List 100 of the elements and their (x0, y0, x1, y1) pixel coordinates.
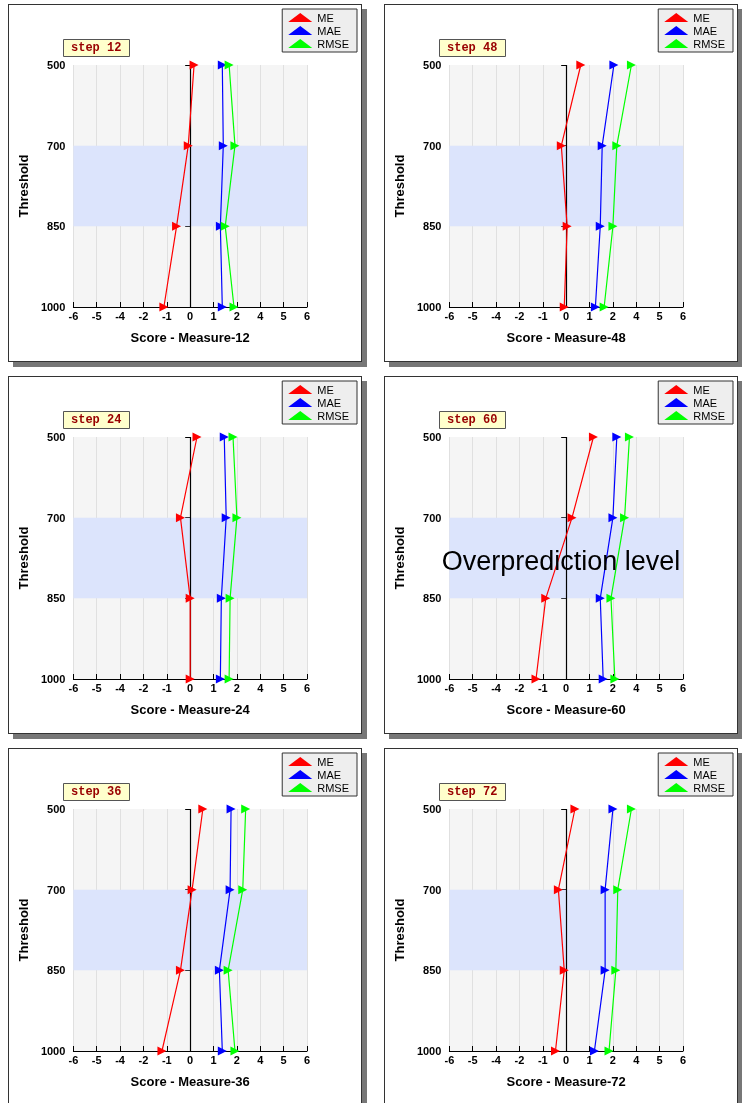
x-tick-label: 2 (233, 681, 240, 694)
x-tick-label: 4 (257, 309, 265, 322)
x-tick-label: -1 (537, 309, 548, 322)
x-tick-label: 6 (679, 681, 687, 694)
y-tick-label: 850 (423, 964, 442, 977)
legend-label: ME (693, 755, 710, 768)
x-tick-label: -2 (138, 309, 149, 322)
point (550, 1046, 560, 1056)
point (238, 885, 248, 895)
x-tick-label: 5 (280, 1053, 287, 1066)
point (589, 1046, 599, 1056)
y-tick-label: 500 (423, 431, 442, 443)
chart-title: step 72 (447, 785, 498, 799)
x-axis-title: Score - Measure-60 (506, 702, 626, 717)
x-tick-label: 5 (280, 309, 287, 322)
x-tick-label: -1 (537, 681, 548, 694)
y-tick-label: 1000 (40, 673, 66, 685)
point (224, 674, 234, 684)
point (224, 60, 234, 70)
x-tick-label: 2 (233, 309, 240, 322)
point (172, 221, 182, 231)
legend-label: ME (317, 11, 334, 24)
point (189, 60, 199, 70)
y-tick-label: 1000 (40, 301, 66, 313)
chart-title: step 48 (447, 41, 498, 55)
x-tick-label: -5 (91, 1053, 102, 1066)
point (217, 1046, 227, 1056)
x-tick-label: -2 (514, 309, 525, 322)
y-axis-title: Threshold (392, 898, 407, 962)
y-tick-label: 850 (47, 592, 66, 605)
x-tick-label: -4 (115, 1053, 126, 1066)
point (198, 804, 208, 814)
x-axis-title: Score - Measure-12 (130, 330, 250, 345)
point (229, 302, 239, 312)
y-tick-label: 850 (423, 220, 442, 233)
legend-label: MAE (317, 768, 342, 781)
x-tick-label: -6 (68, 681, 79, 694)
y-tick-label: 700 (47, 883, 66, 896)
x-tick-label: -6 (444, 1053, 455, 1066)
point (175, 965, 185, 975)
chart-title: step 12 (71, 41, 122, 55)
x-tick-label: 6 (303, 681, 311, 694)
x-tick-label: 4 (633, 1053, 641, 1066)
point (613, 885, 623, 895)
legend-label: RMSE (693, 37, 725, 50)
x-tick-label: -4 (491, 681, 502, 694)
chart-title: step 36 (71, 785, 122, 799)
point (570, 804, 580, 814)
x-tick-label: 4 (633, 681, 641, 694)
x-tick-label: 5 (656, 309, 663, 322)
point (609, 60, 619, 70)
y-tick-label: 500 (47, 803, 66, 815)
y-axis-title: Threshold (16, 898, 31, 962)
y-tick-label: 850 (47, 220, 66, 233)
x-tick-label: -1 (161, 681, 172, 694)
x-tick-label: 6 (303, 309, 311, 322)
x-tick-label: 1 (210, 309, 217, 322)
point (606, 593, 616, 603)
x-tick-label: 0 (563, 1053, 570, 1066)
point (590, 302, 600, 312)
x-axis-title: Score - Measure-36 (130, 1074, 250, 1089)
legend-label: RMSE (317, 781, 349, 794)
legend-label: RMSE (693, 781, 725, 794)
y-tick-label: 850 (423, 592, 442, 605)
x-tick-label: 4 (257, 1053, 265, 1066)
point (624, 432, 634, 442)
x-tick-label: 6 (303, 1053, 311, 1066)
y-tick-label: 850 (47, 964, 66, 977)
x-tick-label: -1 (161, 1053, 172, 1066)
legend-label: RMSE (317, 37, 349, 50)
x-tick-label: -4 (491, 309, 502, 322)
point (215, 674, 225, 684)
point (230, 1046, 240, 1056)
point (214, 965, 224, 975)
legend-label: MAE (317, 396, 342, 409)
x-tick-label: -6 (444, 309, 455, 322)
point (230, 141, 240, 151)
y-axis-title: Threshold (16, 154, 31, 218)
point (626, 804, 636, 814)
x-tick-label: 1 (586, 309, 593, 322)
x-tick-label: -1 (537, 1053, 548, 1066)
chart-title: step 60 (447, 413, 498, 427)
x-tick-label: 2 (609, 1053, 616, 1066)
point (553, 885, 563, 895)
point (626, 60, 636, 70)
point (612, 432, 622, 442)
x-tick-label: 0 (187, 1053, 194, 1066)
x-tick-label: 0 (563, 681, 570, 694)
x-tick-label: -5 (467, 309, 478, 322)
point (219, 432, 229, 442)
legend-label: MAE (693, 396, 718, 409)
point (232, 513, 242, 523)
legend-label: RMSE (317, 409, 349, 422)
point (159, 302, 169, 312)
point (599, 302, 609, 312)
point (608, 804, 618, 814)
y-axis-title: Threshold (392, 526, 407, 590)
x-tick-label: 5 (656, 1053, 663, 1066)
y-tick-label: 700 (47, 139, 66, 152)
x-tick-label: 1 (210, 1053, 217, 1066)
